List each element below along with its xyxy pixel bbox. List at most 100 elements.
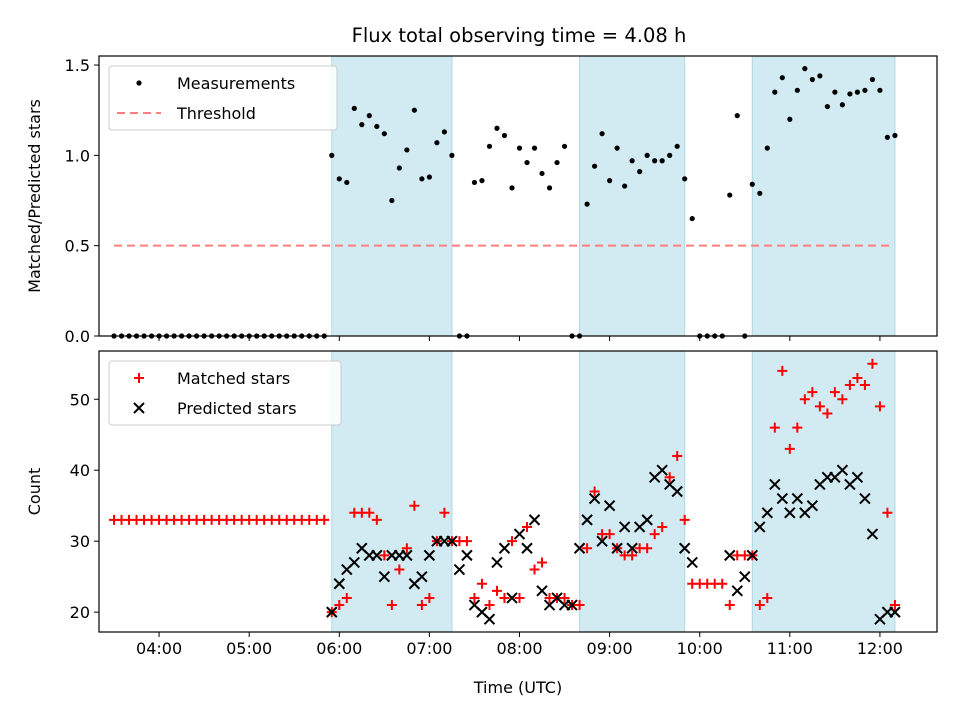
legend-marker [136,80,142,86]
predicted-point [521,542,533,554]
measurement-point [824,103,830,110]
predicted-point [739,570,751,583]
measurement-point [749,181,755,187]
matched-point [499,592,510,603]
measurement-point [434,140,440,146]
matched-point [822,408,833,419]
legend-label: Matched stars [177,369,290,388]
matched-point [371,514,382,525]
predicted-point [776,492,789,505]
measurement-point [599,131,605,137]
matched-point [401,543,412,554]
x-tick-label: 08:00 [496,639,542,658]
measurement-point [892,132,898,139]
matched-point [386,600,397,611]
predicted-point [506,592,518,604]
matched-point [589,486,600,497]
x-tick-label: 12:00 [857,639,903,658]
matched-point [657,521,668,532]
matched-point [319,514,330,525]
axes-frame [98,350,938,633]
legend: Matched stars Predicted stars [108,360,342,426]
legend-box [108,360,342,426]
matched-point [679,514,690,525]
predicted-point [769,478,781,491]
measurement-point [404,147,410,153]
matched-point [514,592,525,603]
measurement-point [787,116,793,122]
predicted-point [836,464,849,476]
predicted-point [866,528,879,540]
measurement-point [366,113,372,119]
matched-point [416,600,427,611]
measurement-point [847,91,853,97]
measurement-point [329,152,335,158]
matched-point [792,422,803,433]
measurement-point [614,145,620,151]
measurement-point [509,185,515,191]
matched-point [844,380,855,391]
measurement-point [839,102,845,108]
matched-point [341,592,352,603]
matched-point [829,387,840,398]
predicted-point [498,542,511,554]
measurement-point [531,145,538,151]
y-tick-label: 40 [70,461,90,480]
matched-point [837,394,848,405]
matched-point [664,472,675,483]
measurement-point [389,197,395,204]
measurement-point [779,75,785,81]
measurement-point [772,89,778,95]
x-tick-label: 09:00 [587,639,633,658]
measurement-point [652,158,658,164]
x-tick-label: 06:00 [316,639,362,658]
matched-point [379,550,390,561]
predicted-point [566,599,578,611]
matched-point [409,500,420,511]
matched-point [769,422,780,433]
predicted-point [746,549,758,562]
x-tick-label: 05:00 [226,639,272,658]
measurement-point [441,129,448,135]
legend-label: Threshold [176,104,256,123]
measurement-point [854,89,861,95]
measurement-point [817,73,823,79]
matched-point [717,578,728,589]
matched-point [559,592,570,603]
predicted-point [791,492,804,505]
measurement-point [629,158,635,164]
measurement-point [689,215,695,222]
predicted-point [483,613,496,625]
matched-point [799,394,810,405]
measurement-point [637,169,643,175]
predicted-point [686,556,698,569]
predicted-point [784,507,796,519]
matched-point [529,564,540,575]
measurement-point [359,122,365,128]
series-measurements [111,66,898,339]
measurement-point [524,159,530,166]
matched-point [394,564,405,575]
legend-label: Measurements [177,74,295,93]
measurement-point [622,183,628,189]
matched-point [814,401,825,412]
measurement-point [794,87,800,93]
measurement-point [809,76,815,83]
predicted-point [573,542,586,554]
measurement-point [381,131,387,137]
matched-point [754,600,765,611]
measurement-point [344,179,350,186]
measurement-point [607,178,613,184]
measurement-point [869,76,876,83]
y-tick-label: 30 [70,532,90,551]
measurement-point [501,132,508,139]
predicted-point [348,556,361,569]
measurement-point [561,143,568,149]
matched-point [424,592,435,603]
predicted-point [724,549,736,562]
x-tick-label: 11:00 [767,639,813,658]
measurement-point [877,87,883,93]
matched-point [574,600,585,611]
legend-label: Predicted stars [177,399,297,418]
predicted-point [859,492,871,505]
